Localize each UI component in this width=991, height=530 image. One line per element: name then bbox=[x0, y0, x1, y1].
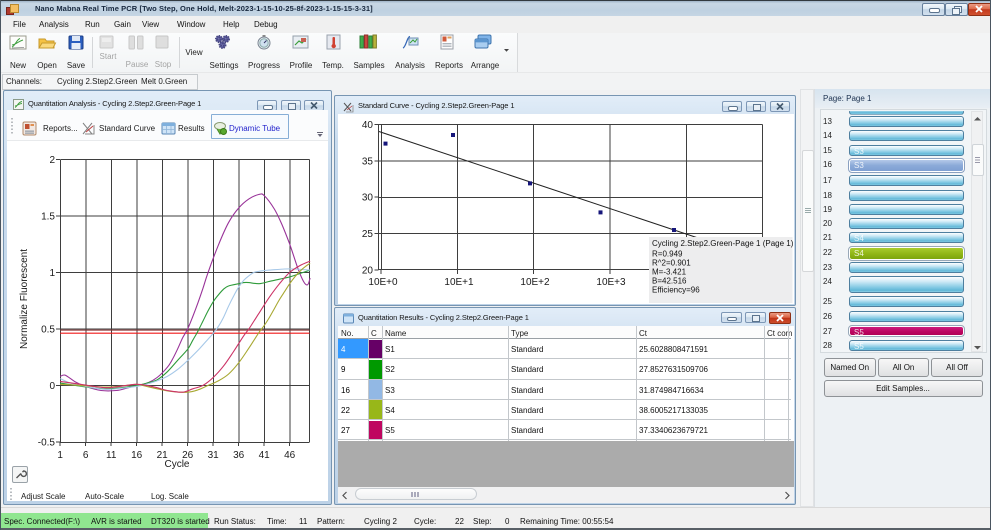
svg-text:R=0.949: R=0.949 bbox=[652, 250, 683, 259]
svg-text:0: 0 bbox=[49, 381, 55, 392]
svg-text:11: 11 bbox=[106, 450, 117, 461]
svg-text:R^2=0.901: R^2=0.901 bbox=[652, 259, 691, 268]
svg-text:M=-3.421: M=-3.421 bbox=[652, 268, 687, 277]
svg-text:40: 40 bbox=[362, 120, 374, 131]
svg-text:Cycle: Cycle bbox=[164, 459, 189, 470]
svg-text:Cycling 2.Step2.Green-Page 1 (: Cycling 2.Step2.Green-Page 1 (Page 1) bbox=[652, 239, 794, 248]
svg-text:20: 20 bbox=[362, 265, 374, 276]
svg-text:B=42.516: B=42.516 bbox=[652, 277, 687, 286]
svg-text:36: 36 bbox=[233, 450, 245, 461]
svg-text:Normalize Fluorescent: Normalize Fluorescent bbox=[19, 249, 30, 349]
svg-text:30: 30 bbox=[362, 193, 374, 204]
svg-text:0.5: 0.5 bbox=[41, 325, 55, 336]
svg-text:1: 1 bbox=[49, 268, 55, 279]
svg-text:16: 16 bbox=[131, 450, 143, 461]
svg-text:1: 1 bbox=[57, 450, 63, 461]
svg-text:-0.5: -0.5 bbox=[38, 438, 56, 449]
svg-text:41: 41 bbox=[259, 450, 271, 461]
svg-text:21: 21 bbox=[157, 450, 169, 461]
svg-text:31: 31 bbox=[208, 450, 220, 461]
svg-text:2: 2 bbox=[49, 155, 55, 166]
svg-text:10E+3: 10E+3 bbox=[596, 277, 626, 288]
svg-text:Efficiency=96: Efficiency=96 bbox=[652, 286, 700, 295]
svg-text:1.5: 1.5 bbox=[41, 212, 55, 223]
svg-text:25: 25 bbox=[362, 229, 374, 240]
svg-text:10E+2: 10E+2 bbox=[520, 277, 550, 288]
svg-text:46: 46 bbox=[284, 450, 296, 461]
svg-text:10E+0: 10E+0 bbox=[368, 277, 398, 288]
svg-text:26: 26 bbox=[182, 450, 194, 461]
svg-text:10E+1: 10E+1 bbox=[444, 277, 474, 288]
svg-text:35: 35 bbox=[362, 156, 374, 167]
svg-text:6: 6 bbox=[83, 450, 89, 461]
